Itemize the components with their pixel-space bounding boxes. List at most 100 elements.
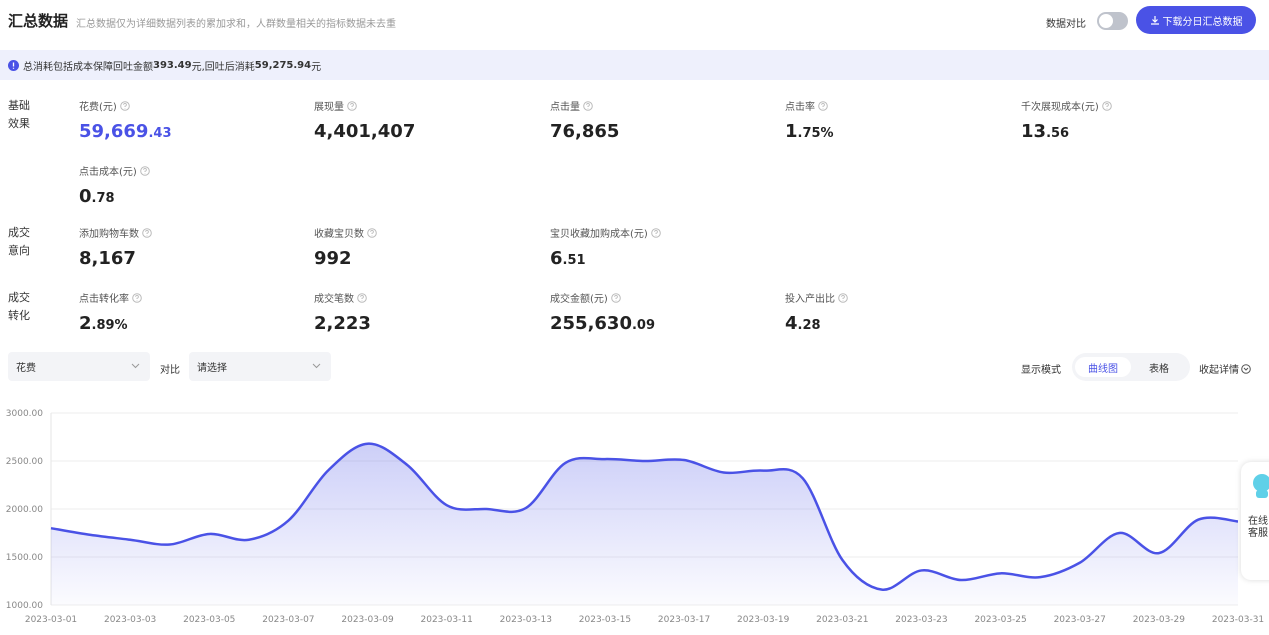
- metric-main: 4,401,407: [314, 121, 416, 142]
- group-label: 成交 意向: [8, 224, 30, 260]
- x-tick-label: 2023-03-07: [262, 615, 314, 625]
- y-tick-label: 2000.00: [6, 505, 43, 515]
- metric-value: 255,630.09: [550, 313, 655, 334]
- mode-option[interactable]: 曲线图: [1075, 357, 1131, 377]
- metric-fraction: .09: [631, 318, 656, 333]
- download-label: 下载分日汇总数据: [1162, 16, 1243, 28]
- help-icon: [818, 100, 828, 111]
- help-circle: [140, 165, 150, 176]
- metric-fraction: .56: [1046, 126, 1070, 141]
- metric-label: 花费(元): [79, 98, 130, 113]
- x-tick-label: 2023-03-03: [104, 615, 156, 625]
- metric-value: 76,865: [550, 121, 619, 142]
- metric-value: 6.51: [550, 248, 586, 269]
- metric-fraction: .89%: [91, 318, 128, 333]
- metric-main: 2,223: [314, 313, 371, 334]
- metric-fraction: .51: [562, 253, 586, 268]
- download-icon: [1150, 16, 1159, 25]
- help-circle: [818, 100, 828, 111]
- download-button[interactable]: 下载分日汇总数据: [1136, 6, 1256, 34]
- help-circle: [357, 292, 367, 303]
- help-circle: [120, 100, 130, 111]
- y-tick-label: 3000.00: [6, 409, 43, 419]
- x-tick-label: 2023-03-19: [737, 615, 790, 625]
- metric-label: 展现量: [314, 98, 357, 113]
- metric-label: 收藏宝贝数: [314, 225, 377, 240]
- metric-label: 点击率: [785, 98, 828, 113]
- service-widget[interactable]: 在线 客服: [1241, 462, 1269, 580]
- metric-main: 59,669: [79, 121, 149, 142]
- metric-label: 点击转化率: [79, 290, 142, 305]
- help-icon: [367, 227, 377, 238]
- notice-text: 总消耗包括成本保障回吐金额: [23, 61, 153, 73]
- notice-amount: 393.49: [153, 59, 192, 71]
- x-tick-label: 2023-03-11: [421, 615, 473, 625]
- help-icon: [347, 100, 357, 111]
- metric-name: 成交笔数: [314, 294, 354, 305]
- x-tick-label: 2023-03-13: [500, 615, 552, 625]
- info-icon: [8, 59, 19, 71]
- help-icon: [1102, 100, 1112, 111]
- metric-fraction: .78: [91, 191, 115, 206]
- metric-main: 1: [785, 121, 798, 142]
- service-icon: [1253, 474, 1269, 498]
- metric-main: 2: [79, 313, 92, 334]
- metric-name: 投入产出比: [785, 294, 835, 305]
- metric-value: 992: [314, 248, 352, 269]
- metric-main: 0: [79, 186, 92, 207]
- metric-name: 成交金额(元): [550, 294, 608, 305]
- metric-main: 6: [550, 248, 563, 269]
- help-circle: [347, 100, 357, 111]
- metric-value: 2.89%: [79, 313, 128, 334]
- compare-toggle[interactable]: [1097, 12, 1128, 30]
- x-tick-label: 2023-03-01: [25, 615, 77, 625]
- mode-label: 显示模式: [1021, 365, 1061, 376]
- help-mark: [653, 229, 658, 236]
- y-tick-label: 2500.00: [6, 457, 43, 467]
- metric-label: 投入产出比: [785, 290, 848, 305]
- x-tick-label: 2023-03-27: [1054, 615, 1106, 625]
- help-mark: [586, 102, 590, 109]
- metric-select[interactable]: 花费: [8, 352, 150, 381]
- help-icon: [120, 100, 130, 111]
- notice-text: 元: [311, 61, 322, 73]
- x-tick-label: 2023-03-05: [183, 615, 235, 625]
- help-icon: [583, 100, 593, 111]
- metric-value: 8,167: [79, 248, 136, 269]
- metric-fraction: .43: [148, 126, 172, 141]
- metric-main: 992: [314, 248, 352, 269]
- metric-name: 点击成本(元): [79, 167, 137, 178]
- metric-main: 255,630: [550, 313, 632, 334]
- metric-fraction: .28: [797, 318, 821, 333]
- metric-value: 13.56: [1021, 121, 1069, 142]
- metric-name: 点击率: [785, 102, 815, 113]
- mode-option[interactable]: 表格: [1149, 363, 1169, 375]
- metric-label: 宝贝收藏加购成本(元): [550, 225, 661, 240]
- group-label-line: 意向: [8, 244, 30, 257]
- metric-value: 4,401,407: [314, 121, 415, 142]
- metric-label: 成交金额(元): [550, 290, 621, 305]
- group-label-line: 转化: [8, 309, 30, 322]
- collapse-button[interactable]: 收起详情: [1199, 361, 1251, 376]
- metric-main: 4: [785, 313, 798, 334]
- metric-value: 4.28: [785, 313, 821, 334]
- help-icon: [357, 292, 367, 303]
- x-tick-label: 2023-03-17: [658, 615, 710, 625]
- metric-label: 点击量: [550, 98, 593, 113]
- help-icon: [132, 292, 142, 303]
- area: [51, 443, 1238, 605]
- compare-select[interactable]: 请选择: [189, 352, 331, 381]
- metric-value: 0.78: [79, 186, 115, 207]
- group-label-line: 效果: [8, 117, 30, 130]
- x-tick-label: 2023-03-15: [579, 615, 631, 625]
- help-mark: [122, 102, 127, 109]
- metric-name: 点击转化率: [79, 294, 129, 305]
- x-tick-label: 2023-03-31: [1212, 615, 1264, 625]
- help-icon: [611, 292, 621, 303]
- chart: 1000.00 1500.00 2000.00 2500.00 3000.00 2023-…: [6, 409, 1264, 625]
- mode-switch: 曲线图 表格: [1072, 353, 1190, 381]
- select-value: 请选择: [197, 363, 227, 374]
- help-mark: [350, 102, 354, 109]
- y-tick-label: 1500.00: [6, 553, 43, 563]
